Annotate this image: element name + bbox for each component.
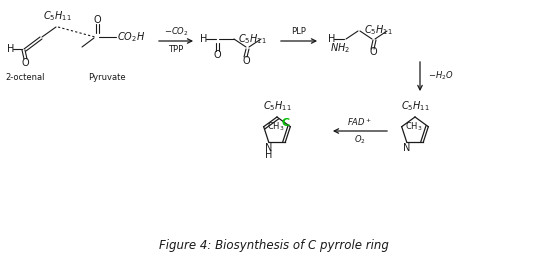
Text: $CO_2H$: $CO_2H$ <box>117 30 145 44</box>
Text: $C_5H_{11}$: $C_5H_{11}$ <box>363 23 393 37</box>
Text: $C_5H_{11}$: $C_5H_{11}$ <box>43 9 71 23</box>
Text: O: O <box>242 56 250 66</box>
Text: O: O <box>213 50 221 60</box>
Text: Pyruvate: Pyruvate <box>88 73 126 82</box>
Text: $FAD^+$: $FAD^+$ <box>348 116 373 128</box>
Text: Figure 4: Biosynthesis of C pyrrole ring: Figure 4: Biosynthesis of C pyrrole ring <box>159 240 389 253</box>
Text: CH$_3$: CH$_3$ <box>267 120 284 133</box>
Text: O: O <box>369 47 377 57</box>
Text: 2-octenal: 2-octenal <box>5 73 45 82</box>
Text: CH$_3$: CH$_3$ <box>405 120 422 133</box>
Text: $-H_2O$: $-H_2O$ <box>428 70 453 82</box>
Text: PLP: PLP <box>292 27 306 37</box>
Text: $C_5H_{11}$: $C_5H_{11}$ <box>401 99 429 113</box>
Text: H: H <box>200 34 208 44</box>
Text: $C_5H_{11}$: $C_5H_{11}$ <box>262 99 292 113</box>
Text: C: C <box>282 118 290 128</box>
Text: $O_2$: $O_2$ <box>354 134 366 146</box>
Text: $C_5H_{11}$: $C_5H_{11}$ <box>238 32 266 46</box>
Text: $-CO_2$: $-CO_2$ <box>164 26 188 38</box>
Text: H: H <box>328 34 335 44</box>
Text: O: O <box>93 15 101 25</box>
Text: O: O <box>21 58 29 68</box>
Text: $NH_2$: $NH_2$ <box>330 41 350 55</box>
Text: N: N <box>403 143 411 153</box>
Text: N: N <box>265 143 272 153</box>
Text: TPP: TPP <box>169 45 183 54</box>
Text: H: H <box>7 44 14 54</box>
Text: H: H <box>265 150 272 160</box>
